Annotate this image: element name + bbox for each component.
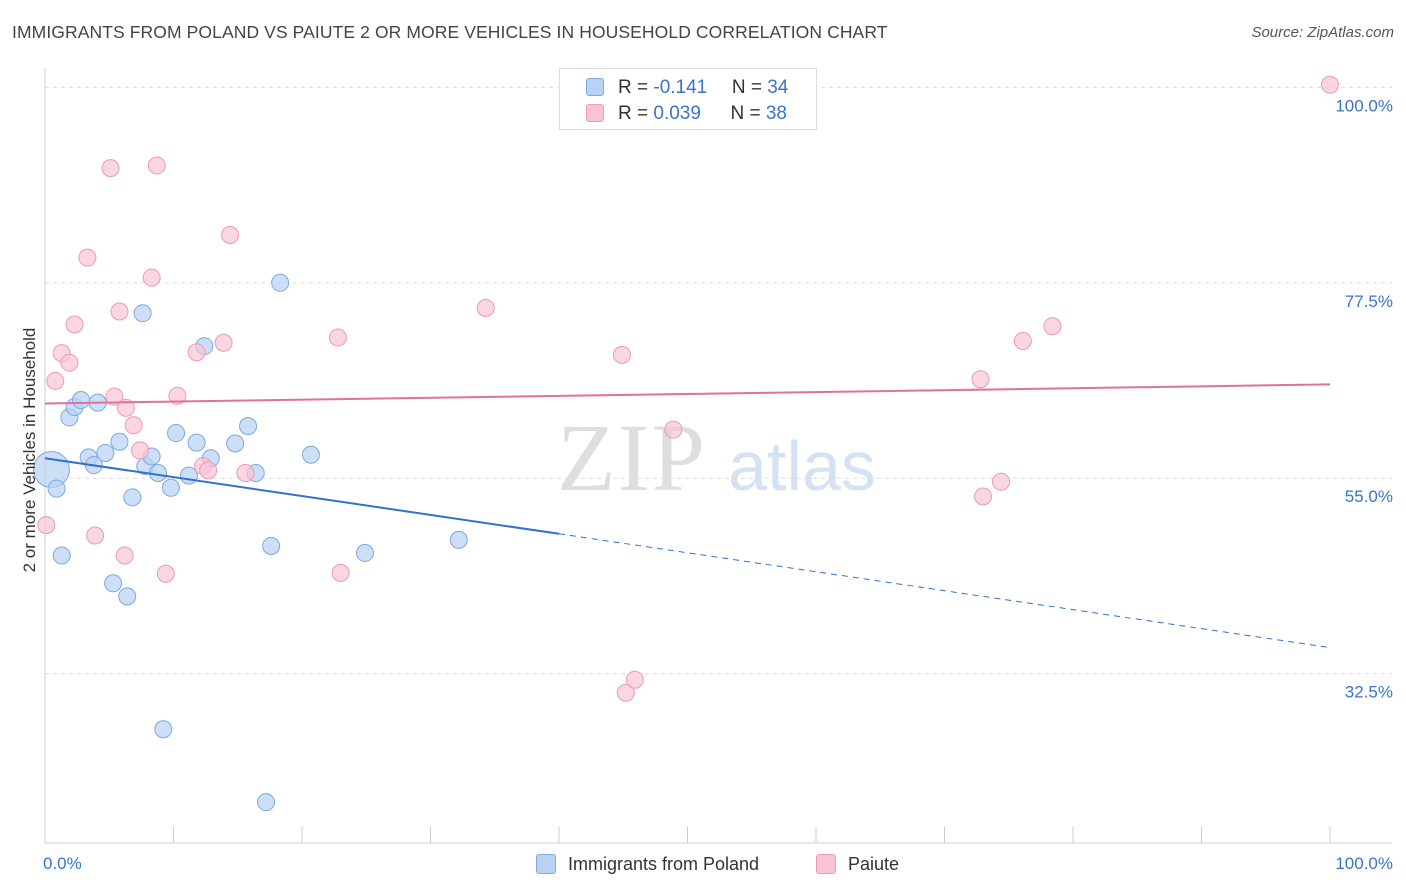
point-paiute-24 bbox=[328, 328, 347, 347]
x-tick-label-1: 100.0% bbox=[1335, 854, 1393, 873]
point-poland-18 bbox=[154, 720, 173, 739]
point-poland-1 bbox=[47, 479, 66, 498]
point-paiute-21 bbox=[214, 333, 233, 352]
point-paiute-3 bbox=[60, 353, 79, 372]
point-paiute-22 bbox=[221, 226, 240, 245]
y-tick-label-0: 32.5% bbox=[1345, 683, 1393, 702]
trend-line-poland bbox=[44, 457, 560, 535]
point-poland-31 bbox=[301, 445, 320, 464]
point-poland-14 bbox=[133, 304, 152, 323]
correlation-legend: R = -0.141 N = 34 R = 0.039 N = 38 bbox=[559, 68, 817, 130]
point-poland-33 bbox=[449, 530, 468, 549]
point-poland-10 bbox=[104, 574, 123, 593]
trend-line-poland-projection bbox=[558, 533, 1331, 649]
legend-n-value-paiute: 38 bbox=[765, 103, 787, 124]
point-paiute-35 bbox=[1043, 317, 1062, 336]
series-legend: Immigrants from Poland Paiute bbox=[0, 850, 1406, 880]
point-poland-22 bbox=[187, 433, 206, 452]
trend-lines bbox=[44, 383, 1331, 649]
legend-n-value-poland: 34 bbox=[767, 77, 789, 98]
point-paiute-18 bbox=[187, 343, 206, 362]
point-paiute-14 bbox=[142, 268, 161, 287]
point-paiute-10 bbox=[115, 546, 134, 565]
point-poland-13 bbox=[123, 488, 142, 507]
legend-n-label: N = bbox=[730, 103, 766, 124]
point-paiute-20 bbox=[199, 461, 218, 480]
point-poland-32 bbox=[355, 543, 374, 562]
point-paiute-8 bbox=[105, 387, 124, 406]
watermark-zip: ZIP bbox=[557, 404, 707, 511]
y-tick-label-2: 77.5% bbox=[1345, 292, 1393, 311]
point-poland-12 bbox=[118, 587, 137, 606]
data-points bbox=[32, 75, 1339, 812]
legend-n-label: N = bbox=[731, 77, 768, 98]
legend-swatch-poland bbox=[586, 78, 604, 96]
point-poland-30 bbox=[271, 273, 290, 292]
point-paiute-32 bbox=[974, 487, 993, 506]
point-paiute-34 bbox=[1013, 331, 1032, 350]
y-tick-label-1: 55.0% bbox=[1345, 487, 1393, 506]
point-paiute-1 bbox=[46, 371, 65, 390]
point-paiute-31 bbox=[971, 370, 990, 389]
point-paiute-9 bbox=[110, 302, 129, 321]
legend-swatch-paiute bbox=[586, 104, 604, 122]
y-tick-label-3: 100.0% bbox=[1335, 96, 1393, 115]
trend-line-paiute bbox=[44, 383, 1331, 405]
point-paiute-33 bbox=[992, 472, 1011, 491]
chart-title: IMMIGRANTS FROM POLAND VS PAIUTE 2 OR MO… bbox=[12, 22, 888, 42]
point-poland-28 bbox=[257, 793, 276, 812]
legend-label-poland: Immigrants from Poland bbox=[568, 854, 760, 874]
source-label: Source: ZipAtlas.com bbox=[1251, 24, 1394, 41]
point-paiute-6 bbox=[86, 526, 105, 545]
point-paiute-30 bbox=[664, 420, 683, 439]
point-paiute-15 bbox=[147, 156, 166, 175]
point-poland-2 bbox=[52, 546, 71, 565]
legend-r-value-poland: -0.141 bbox=[653, 77, 708, 98]
point-poland-11 bbox=[110, 432, 129, 451]
point-paiute-12 bbox=[124, 416, 143, 435]
point-paiute-16 bbox=[156, 564, 175, 583]
x-tick-label-0: 0.0% bbox=[43, 854, 82, 873]
point-paiute-26 bbox=[476, 298, 495, 317]
point-paiute-29 bbox=[625, 670, 644, 689]
point-poland-19 bbox=[161, 478, 180, 497]
point-poland-29 bbox=[262, 536, 281, 555]
legend-swatch-paiute bbox=[816, 854, 836, 874]
y-axis-label: 2 or more Vehicles in Household bbox=[20, 327, 39, 573]
legend-r-value-paiute: 0.039 bbox=[653, 103, 701, 124]
point-poland-5 bbox=[71, 391, 90, 410]
point-paiute-17 bbox=[168, 386, 187, 405]
point-poland-9 bbox=[96, 444, 115, 463]
point-paiute-5 bbox=[78, 248, 97, 267]
axes bbox=[44, 68, 1392, 844]
legend-label-paiute: Paiute bbox=[848, 854, 900, 874]
point-paiute-0 bbox=[37, 516, 56, 535]
point-paiute-25 bbox=[331, 563, 350, 582]
point-paiute-4 bbox=[65, 315, 84, 334]
point-paiute-13 bbox=[131, 441, 150, 460]
watermark-atlas: atlas bbox=[728, 427, 876, 505]
legend-r-label: R = bbox=[618, 103, 654, 124]
point-paiute-23 bbox=[236, 464, 255, 483]
tick-labels: 32.5% 55.0% 77.5% 100.0% 0.0% 100.0% bbox=[43, 96, 1393, 873]
watermark: ZIP atlas bbox=[557, 404, 876, 511]
point-paiute-11 bbox=[116, 398, 135, 417]
point-paiute-7 bbox=[101, 159, 120, 178]
legend-swatch-poland bbox=[536, 854, 556, 874]
point-paiute-36 bbox=[1321, 75, 1339, 94]
y-axis-label-wrap: 2 or more Vehicles in Household bbox=[18, 300, 42, 600]
point-paiute-27 bbox=[612, 345, 631, 364]
point-poland-25 bbox=[226, 434, 245, 453]
point-paiute-28 bbox=[616, 683, 635, 702]
legend-r-label: R = bbox=[618, 77, 654, 98]
grid bbox=[45, 86, 1392, 675]
point-poland-26 bbox=[239, 417, 258, 436]
point-poland-20 bbox=[167, 424, 186, 443]
